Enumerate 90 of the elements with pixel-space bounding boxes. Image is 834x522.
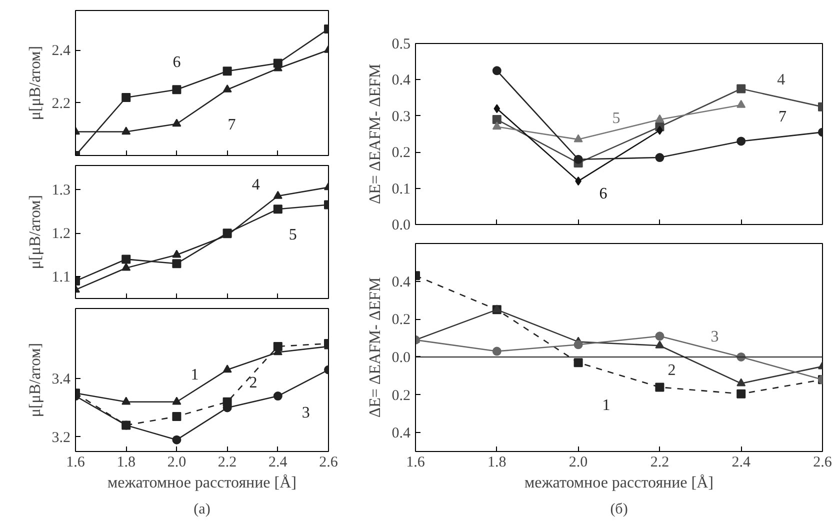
series-label: 6 [172,54,181,72]
y-axis-title: ΔE= ΔEAFM- ΔEFM [366,64,384,204]
point [222,364,232,373]
x-tick-label: 2.4 [268,454,288,470]
point [122,254,131,264]
point [172,396,182,405]
series-label: 1 [190,366,199,384]
y-tick-label: 0.2 [392,312,410,328]
x-tick-label: 2.0 [167,454,186,470]
y-tick-label: 1.3 [52,182,70,198]
point [655,332,664,341]
point [172,118,182,127]
x-tick-label: 2.2 [218,454,237,470]
x-tick-label: 2.4 [732,454,751,470]
point [574,340,583,350]
y-axis-title: ΔE= ΔEAFM- ΔEFM [366,277,384,418]
point [492,115,502,124]
y-tick-label: 1.1 [52,270,70,286]
point [655,114,664,122]
y-tick-label: 0.5 [392,36,410,52]
y-tick-label: 0.4 [392,274,411,290]
y-axis-title: μ[μB/атом] [26,194,44,270]
point [273,204,282,214]
point [574,358,583,368]
x-tick-label: 1.6 [66,454,86,470]
point [736,100,746,108]
point [273,190,282,199]
series-label: 2 [668,362,676,380]
y-tick-label: 2.4 [52,43,71,60]
x-tick-label: 1.8 [488,454,506,470]
point [736,136,746,146]
point [222,66,232,76]
y-axis-title: μ[μB/атом] [26,46,44,120]
series-label: 7 [228,116,236,134]
series-label: 4 [777,71,786,88]
point [122,262,131,271]
series-label: 5 [288,226,297,244]
series-label: 6 [599,186,608,203]
y-tick-label: 2.2 [52,96,70,112]
series-label: 2 [249,374,258,392]
y-tick-label: 0.1 [392,181,410,198]
text: (а) [194,502,210,518]
point [574,134,583,142]
y-tick-label: 3.4 [52,372,71,388]
point [172,435,182,444]
y-axis-title: μ[μB/атом] [26,342,44,418]
y-tick-label: 0.0 [392,350,410,366]
point [736,389,746,398]
y-tick-label: 0.4 [392,72,411,89]
series-label: 5 [612,110,620,127]
x-tick-label: 1.8 [116,454,136,470]
y-tick-label: 0.0 [392,218,410,234]
x-tick-label: 2.0 [568,454,588,470]
x-axis-title: межатомное расстояние [Å] [107,474,297,492]
point [122,396,131,405]
point [494,104,500,114]
point [122,126,131,135]
x-axis-title: межатомное расстояние [Å] [524,474,714,492]
point [492,66,502,76]
point [492,122,502,130]
point [172,412,182,421]
x-tick-label: 2.6 [813,454,832,470]
point [655,382,664,392]
series-label: 3 [710,328,719,346]
y-tick-label: 0.4 [392,426,411,442]
point [655,340,664,348]
series-label: 4 [252,176,260,194]
x-tick-label: 2.6 [319,454,338,470]
series-label: 1 [602,397,610,414]
y-tick-label: 0.2 [392,145,410,162]
y-tick-label: 0.2 [392,388,410,404]
series-label: 7 [778,108,786,126]
point [736,84,746,94]
point [574,154,583,164]
point [172,259,182,268]
point [736,378,746,386]
x-tick-label: 1.6 [406,454,426,470]
point [122,93,131,102]
y-tick-label: 0.3 [392,108,410,125]
point [273,392,282,401]
text: (б) [610,502,628,518]
point [222,84,232,92]
point [655,153,664,162]
point [172,85,182,94]
y-tick-label: 1.2 [52,226,70,242]
point [273,342,282,351]
x-tick-label: 2.2 [650,454,670,470]
series-label: 3 [302,404,310,422]
y-tick-label: 3.2 [52,430,70,446]
point [172,250,182,258]
